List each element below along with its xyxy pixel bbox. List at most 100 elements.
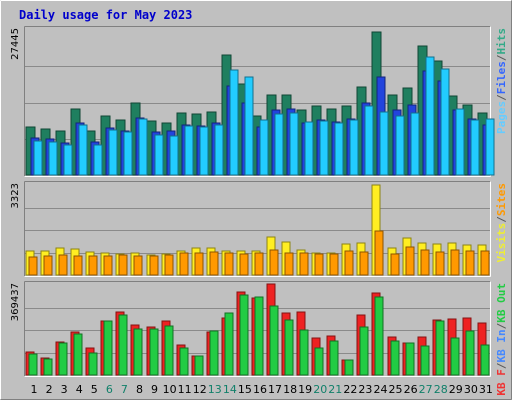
x-tick-label: 30 <box>464 383 478 396</box>
bar-kb-out <box>480 344 490 376</box>
x-axis-day-labels: 1 2 3 4 5 6 7 8 9 10 11 12 13 14 15 16 17 18 19 20 21 22 23 24 2… <box>31 383 493 396</box>
bar-pages <box>410 112 420 176</box>
x-tick-label: 14 <box>223 383 237 396</box>
bar-kb-out <box>239 294 249 376</box>
bar-kb-out <box>149 328 159 376</box>
bar-kb-out <box>420 345 430 376</box>
bar-sites <box>374 230 384 276</box>
bar-sites <box>405 246 415 276</box>
bar-pages <box>244 76 254 176</box>
bar-sites <box>43 255 53 276</box>
bar-pages <box>229 69 239 176</box>
legend: Visits/Sites <box>495 183 508 263</box>
bar-kb-out <box>465 330 475 376</box>
x-tick-label: 15 <box>238 383 252 396</box>
x-tick-label: 5 <box>91 383 98 396</box>
bar-kb-out <box>254 296 264 376</box>
bar-kb-out <box>299 329 309 376</box>
bar-pages <box>425 56 435 176</box>
bar-pages <box>485 118 495 176</box>
bar-sites <box>179 252 189 276</box>
bar-sites <box>450 249 460 276</box>
bar-kb-out <box>405 342 415 376</box>
x-tick-label: 1 <box>31 383 38 396</box>
bar-kb-out <box>390 340 400 376</box>
bar-pages <box>470 119 480 176</box>
x-tick-label: 19 <box>298 383 312 396</box>
legend-entry: KB Out <box>495 283 508 323</box>
bar-sites <box>73 255 83 276</box>
legend-entry: / <box>495 362 508 369</box>
bar-pages <box>455 108 465 176</box>
x-tick-label: 17 <box>268 383 282 396</box>
bar-pages <box>48 141 58 176</box>
bar-kb-out <box>284 319 294 376</box>
x-tick-label: 12 <box>193 383 207 396</box>
visits-panel: 3323 Visits/Sites <box>10 181 508 277</box>
legend-entry: / <box>495 94 508 101</box>
legend-entry: Files <box>495 61 508 94</box>
x-tick-label: 6 <box>106 383 113 396</box>
bar-sites <box>58 254 68 276</box>
bar-kb-out <box>133 328 143 376</box>
bar-kb-out <box>374 296 384 376</box>
bar-sites <box>133 255 143 276</box>
bar-sites <box>209 251 219 276</box>
legend-entry: / <box>495 216 508 223</box>
x-tick-label: 13 <box>208 383 222 396</box>
bar-pages <box>304 121 314 176</box>
bar-kb-out <box>359 326 369 376</box>
bar-sites <box>254 252 264 276</box>
bar-pages <box>259 119 269 176</box>
bar-sites <box>465 250 475 276</box>
bar-pages <box>169 135 179 176</box>
bar-pages <box>78 124 88 176</box>
bar-kb-out <box>194 355 204 376</box>
bar-sites <box>329 253 339 276</box>
y-max-label: 27445 <box>10 28 21 60</box>
bar-pages <box>93 144 103 176</box>
legend-entry: Pages <box>495 101 508 134</box>
x-tick-label: 25 <box>389 383 403 396</box>
x-tick-label: 2 <box>46 383 53 396</box>
legend-entry: Sites <box>495 183 508 216</box>
x-tick-label: 27 <box>419 383 433 396</box>
bar-pages <box>138 118 148 176</box>
bar-pages <box>199 126 209 176</box>
bar-sites <box>118 254 128 276</box>
legend-entry: Visits <box>495 223 508 263</box>
bar-sites <box>390 253 400 276</box>
x-tick-label: 31 <box>479 383 493 396</box>
bar-pages <box>395 115 405 176</box>
bar-pages <box>154 134 164 176</box>
x-tick-label: 24 <box>373 383 387 396</box>
bar-sites <box>88 255 98 276</box>
legend: Pages/Files/Hits <box>495 28 508 134</box>
bar-sites <box>299 252 309 276</box>
y-max-label: 369437 <box>10 283 21 321</box>
bar-pages <box>319 120 329 176</box>
bar-pages <box>184 125 194 176</box>
x-tick-label: 26 <box>404 383 418 396</box>
bar-kb-out <box>209 330 219 376</box>
legend-entry: Hits <box>495 28 508 55</box>
bar-sites <box>164 254 174 276</box>
x-tick-label: 10 <box>163 383 177 396</box>
bar-kb-out <box>73 333 83 376</box>
bar-kb-out <box>88 352 98 376</box>
x-tick-label: 29 <box>449 383 463 396</box>
legend-entry: / <box>495 322 508 329</box>
bar-sites <box>480 250 490 276</box>
bar-kb-out <box>118 314 128 376</box>
legend-entry: / <box>495 54 508 61</box>
bar-sites <box>28 256 38 276</box>
bar-pages <box>33 140 43 176</box>
bar-pages <box>379 111 389 176</box>
bar-pages <box>274 113 284 176</box>
legend-entry: KB In <box>495 329 508 362</box>
bar-kb-out <box>344 359 354 376</box>
bar-sites <box>149 255 159 276</box>
bar-kb-out <box>103 320 113 376</box>
x-tick-label: 11 <box>178 383 192 396</box>
